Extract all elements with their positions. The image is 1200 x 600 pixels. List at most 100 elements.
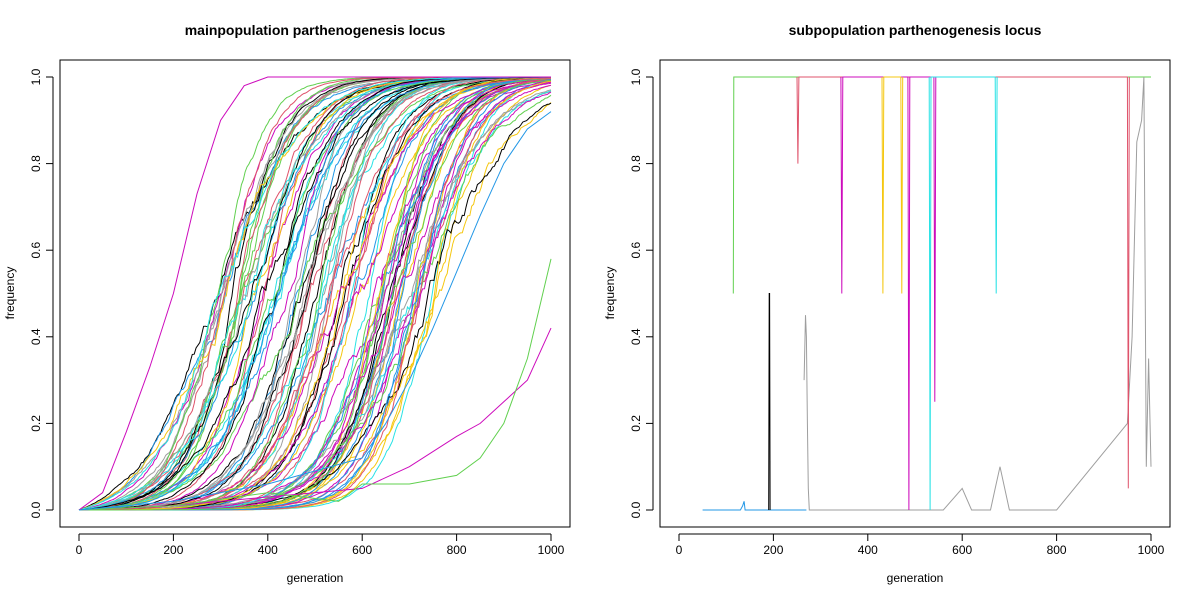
replicate-line xyxy=(79,77,552,511)
replicate-line xyxy=(79,78,552,511)
replicate-line xyxy=(78,76,552,511)
replicate-line xyxy=(79,102,552,511)
replicate-line xyxy=(79,78,552,511)
replicate-line xyxy=(79,78,552,511)
replicate-line xyxy=(78,76,551,511)
replicate-line xyxy=(79,78,552,511)
replicate-line xyxy=(79,77,552,511)
series-layer xyxy=(702,76,1152,511)
replicate-line xyxy=(79,76,551,511)
x-tick-label: 400 xyxy=(858,543,878,557)
replicate-line xyxy=(79,79,552,511)
y-tick-label: 0.6 xyxy=(29,242,43,259)
x-tick-label: 400 xyxy=(258,543,278,557)
y-axis-label: frequency xyxy=(3,267,17,320)
replicate-line xyxy=(79,77,552,511)
series-line xyxy=(732,76,1151,294)
x-tick-label: 800 xyxy=(447,543,467,557)
series-line xyxy=(928,76,998,511)
y-tick-label: 0.4 xyxy=(629,328,643,345)
replicate-line xyxy=(78,77,552,511)
y-tick-label: 1.0 xyxy=(29,68,43,85)
replicate-line xyxy=(79,79,552,511)
series-line xyxy=(78,258,552,511)
y-tick-label: 0.0 xyxy=(29,501,43,518)
replicate-line xyxy=(79,76,551,511)
replicate-line xyxy=(78,76,551,511)
series-line xyxy=(881,76,904,294)
x-tick-label: 0 xyxy=(676,543,683,557)
replicate-line xyxy=(79,76,552,511)
x-tick-label: 600 xyxy=(952,543,972,557)
series-line xyxy=(78,76,551,511)
series-line xyxy=(702,501,807,511)
y-tick-label: 1.0 xyxy=(629,68,643,85)
replicate-line xyxy=(79,79,551,511)
replicate-line xyxy=(78,77,552,511)
replicate-line xyxy=(79,76,551,511)
replicate-line xyxy=(79,77,552,511)
replicate-line xyxy=(79,78,552,511)
x-tick-label: 600 xyxy=(352,543,372,557)
series-line xyxy=(78,111,552,511)
replicate-line xyxy=(79,79,552,511)
y-tick-label: 0.8 xyxy=(629,155,643,172)
y-axis-label: frequency xyxy=(603,267,617,320)
replicate-line xyxy=(79,76,551,511)
replicate-line xyxy=(79,77,552,511)
replicate-line xyxy=(79,80,552,511)
y-tick-label: 0.8 xyxy=(29,155,43,172)
replicate-line xyxy=(79,77,552,511)
plot-frame xyxy=(659,59,1171,528)
replicate-line xyxy=(79,94,552,511)
replicate-line xyxy=(79,78,552,511)
chart-title: mainpopulation parthenogenesis locus xyxy=(185,22,446,38)
replicate-line xyxy=(79,79,552,511)
y-tick-label: 0.0 xyxy=(629,501,643,518)
x-tick-label: 200 xyxy=(763,543,783,557)
replicate-line xyxy=(79,80,552,511)
replicate-line xyxy=(79,84,552,511)
y-axis: 0.0 0.2 0.4 0.6 0.8 1.0 xyxy=(629,68,654,518)
x-axis-label: generation xyxy=(887,571,944,585)
series-layer xyxy=(78,76,552,511)
plot-frame xyxy=(59,59,571,528)
replicate-line xyxy=(78,76,551,511)
replicate-line xyxy=(79,77,552,511)
sub-population-chart: subpopulation parthenogenesis locus gene… xyxy=(603,22,1171,585)
replicate-line xyxy=(79,76,552,511)
replicate-line xyxy=(79,102,552,511)
x-axis-label: generation xyxy=(287,571,344,585)
x-tick-label: 800 xyxy=(1047,543,1067,557)
replicate-line xyxy=(79,76,551,511)
chart-title: subpopulation parthenogenesis locus xyxy=(789,22,1042,38)
x-axis: 0 200 400 600 800 1000 xyxy=(76,533,565,557)
replicate-line xyxy=(79,78,551,511)
x-tick-label: 200 xyxy=(163,543,183,557)
replicate-line xyxy=(79,80,551,511)
replicate-line xyxy=(79,79,552,511)
replicate-line xyxy=(79,79,552,511)
x-tick-label: 0 xyxy=(76,543,83,557)
replicate-line xyxy=(79,77,551,511)
replicate-line xyxy=(79,78,552,511)
replicate-line xyxy=(78,76,551,511)
series-line xyxy=(803,76,1152,511)
x-tick-label: 1000 xyxy=(538,543,565,557)
y-tick-label: 0.4 xyxy=(29,328,43,345)
replicate-line xyxy=(78,76,551,511)
replicate-line xyxy=(79,76,551,511)
x-axis: 0 200 400 600 800 1000 xyxy=(676,533,1165,557)
y-tick-label: 0.2 xyxy=(629,415,643,432)
replicate-line xyxy=(79,78,552,511)
replicate-line xyxy=(79,77,551,511)
replicate-line xyxy=(79,78,552,511)
y-tick-label: 0.6 xyxy=(629,242,643,259)
replicate-line xyxy=(79,76,551,511)
replicate-line xyxy=(79,80,552,511)
series-line xyxy=(796,76,1130,489)
replicate-line xyxy=(79,84,552,511)
replicate-line xyxy=(79,77,551,511)
